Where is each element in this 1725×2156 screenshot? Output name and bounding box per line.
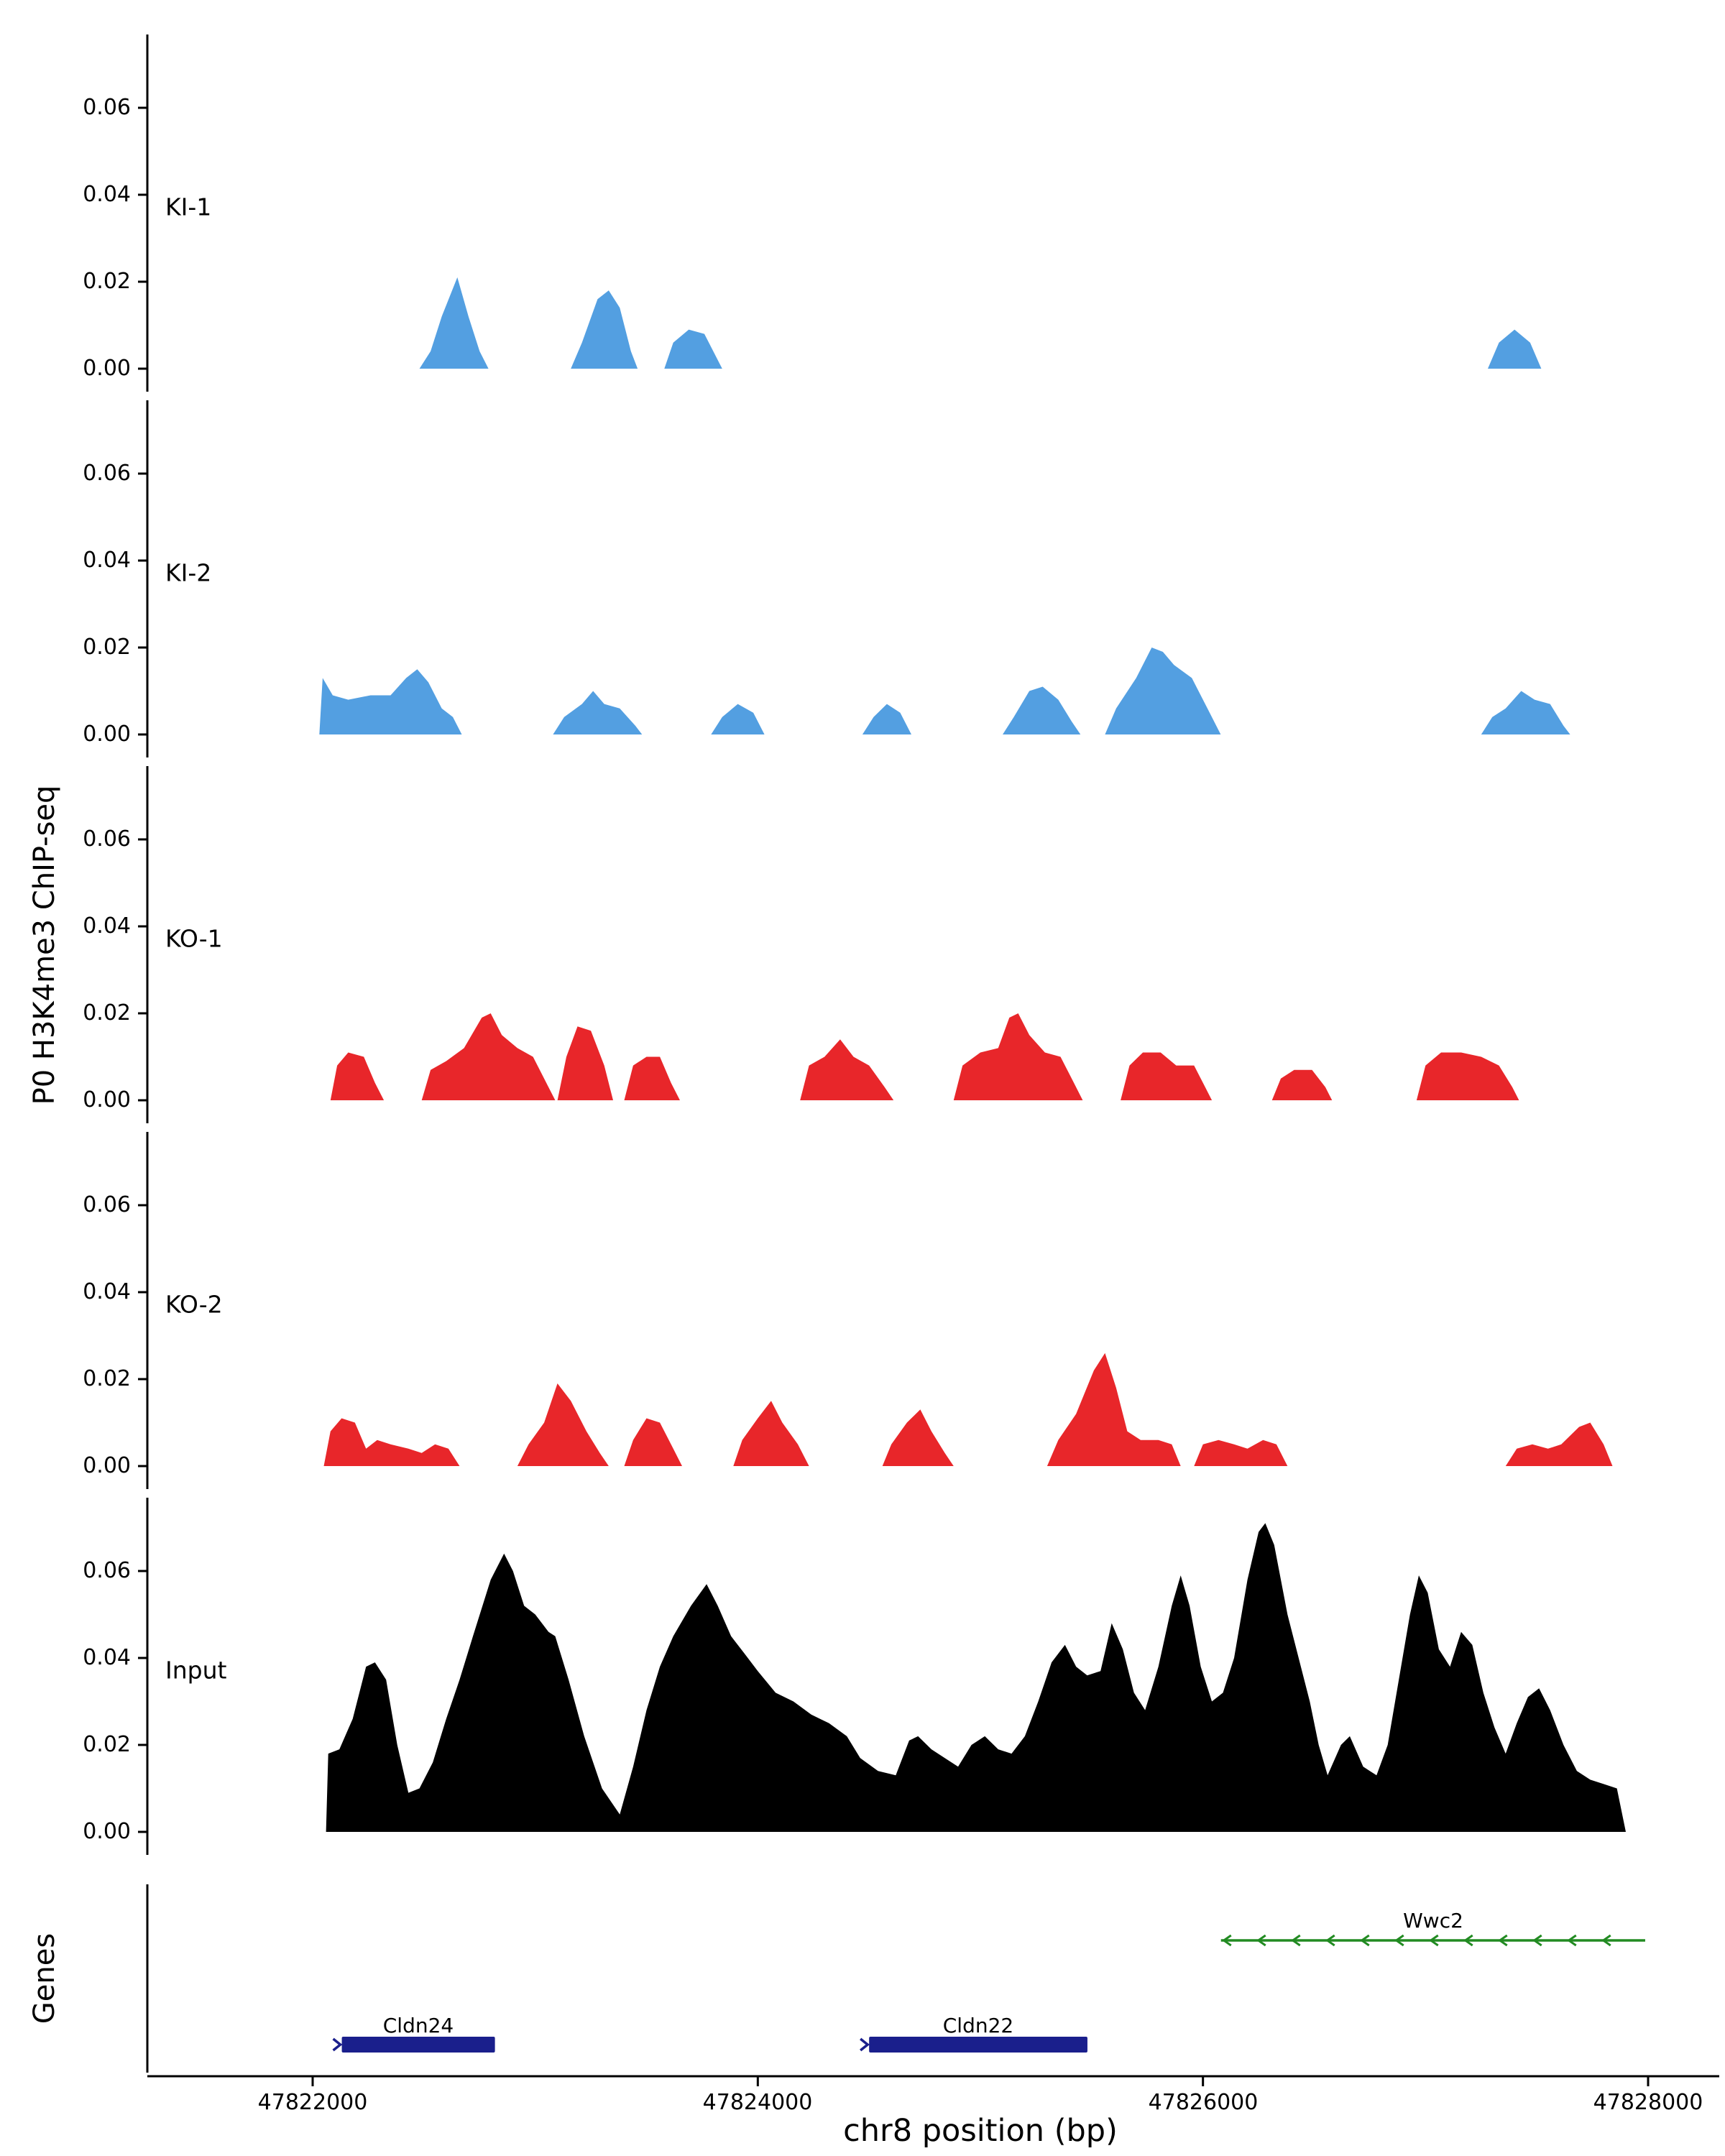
signal-area-KO-2 [323,1353,1613,1466]
x-tick-label: 47824000 [702,2090,813,2115]
gene-label-Cldn24: Cldn24 [382,2014,454,2037]
y-tick-label: 0.02 [83,269,131,294]
y-tick-label: 0.00 [83,722,131,747]
y-tick-label: 0.00 [83,1087,131,1112]
genes-axis-title: Genes [28,1932,61,2024]
strand-arrow-left-icon [1498,1934,1508,1947]
y-tick-label: 0.06 [83,95,131,120]
y-tick-label: 0.04 [83,548,131,573]
strand-arrow-left-icon [1429,1934,1439,1947]
signal-area-KI-2 [319,648,1570,734]
y-tick-label: 0.00 [83,1819,131,1844]
strand-arrow-left-icon [1256,1934,1266,1947]
y-tick-label: 0.02 [83,1732,131,1757]
strand-arrow-left-icon [1567,1934,1577,1947]
signal-area-KO-1 [330,1013,1519,1100]
strand-arrow-right-icon [332,2037,343,2052]
signal-area-Input [326,1523,1627,1832]
x-tick-label: 47828000 [1593,2090,1703,2115]
strand-arrow-left-icon [1394,1934,1404,1947]
track-label-Input: Input [165,1656,227,1685]
y-tick-label: 0.02 [83,1366,131,1391]
y-tick-label: 0.02 [83,1000,131,1026]
strand-arrow-left-icon [1325,1934,1335,1947]
y-tick-label: 0.04 [83,913,131,939]
y-tick-label: 0.06 [83,1558,131,1583]
y-tick-label: 0.06 [83,826,131,852]
gene-label-Wwc2: Wwc2 [1403,1909,1463,1932]
x-axis-title: chr8 position (bp) [843,2113,1118,2149]
gene-body-Cldn24 [341,2037,495,2053]
y-tick-label: 0.04 [83,182,131,207]
track-label-KI-2: KI-2 [165,558,212,587]
gene-body-Cldn22 [869,2037,1087,2053]
x-tick-label: 47822000 [257,2090,368,2115]
y-tick-label: 0.02 [83,635,131,660]
y-tick-label: 0.00 [83,356,131,381]
strand-arrow-right-icon [860,2037,870,2052]
y-tick-label: 0.04 [83,1645,131,1670]
strand-arrow-left-icon [1291,1934,1301,1947]
strand-arrow-left-icon [1360,1934,1370,1947]
track-label-KO-1: KO-1 [165,924,223,953]
track-label-KO-2: KO-2 [165,1290,223,1319]
y-tick-label: 0.06 [83,1192,131,1217]
strand-arrow-left-icon [1532,1934,1542,1947]
signal-area-KI-1 [419,277,1542,369]
track-label-KI-1: KI-1 [165,193,212,221]
x-tick-label: 47826000 [1148,2090,1259,2115]
y-tick-label: 0.00 [83,1453,131,1478]
strand-arrow-left-icon [1222,1934,1232,1947]
strand-arrow-left-icon [1463,1934,1473,1947]
y-tick-label: 0.06 [83,461,131,486]
y-tick-label: 0.04 [83,1279,131,1304]
gene-label-Cldn22: Cldn22 [942,2014,1014,2037]
strand-arrow-left-icon [1601,1934,1611,1947]
